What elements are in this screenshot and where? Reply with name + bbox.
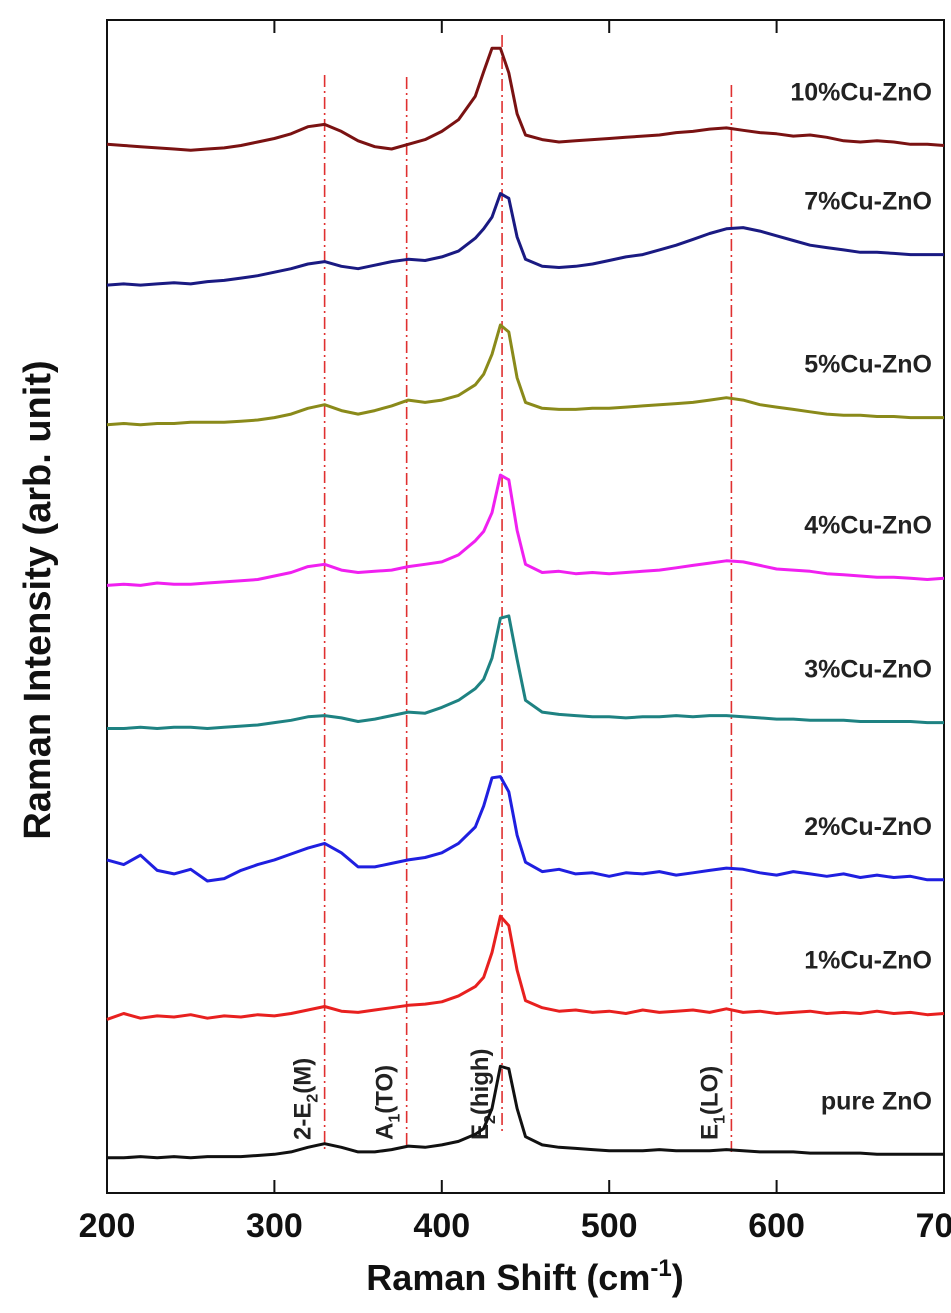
peak-annotation: A1(TO) [372, 1065, 404, 1140]
series-line [107, 1064, 944, 1160]
peak-annotation: E1(LO) [696, 1066, 728, 1140]
plot-frame [106, 19, 945, 1194]
x-tick-label: 200 [79, 1207, 136, 1245]
annotation-sub: 2 [482, 1115, 499, 1124]
series-line [106, 323, 944, 427]
series-label: 5%Cu-ZnO [804, 351, 932, 379]
x-axis-label-main: Raman Shift (cm [366, 1257, 650, 1298]
annotation-end: (LO) [696, 1066, 723, 1115]
annotation-end: (TO) [372, 1065, 399, 1114]
series-line [106, 473, 945, 587]
x-tick-label: 400 [413, 1207, 470, 1245]
annotation-sub: 1 [711, 1115, 728, 1124]
peak-annotation: 2-E2(M) [290, 1058, 322, 1140]
annotation-sub: 2 [305, 1094, 322, 1103]
series-line [106, 914, 945, 1021]
x-tick-label: 500 [581, 1207, 638, 1245]
series-label: 4%Cu-ZnO [804, 511, 932, 539]
series-label: pure ZnO [821, 1087, 932, 1115]
x-tick-label: 700 [916, 1207, 951, 1245]
x-axis-label-sup: -1 [650, 1255, 671, 1282]
series-line [106, 46, 945, 152]
x-axis-label: Raman Shift (cm-1) [366, 1255, 683, 1298]
annotation-main: 2-E [290, 1103, 317, 1140]
x-tick-label: 600 [748, 1207, 805, 1245]
series-label: 1%Cu-ZnO [804, 947, 932, 975]
annotation-main: A [372, 1123, 399, 1140]
peak-annotation: E2(high) [467, 1048, 499, 1140]
annotation-main: E [696, 1124, 723, 1140]
series-label: 10%Cu-ZnO [790, 79, 932, 107]
series-label: 3%Cu-ZnO [804, 656, 932, 684]
series-label: 2%Cu-ZnO [804, 813, 932, 841]
x-axis-label-end: ) [672, 1257, 684, 1298]
series-label: 7%Cu-ZnO [804, 188, 932, 216]
annotation-end: (M) [290, 1058, 317, 1094]
series-line [107, 614, 944, 730]
annotation-end: (high) [467, 1048, 494, 1115]
y-axis-label: Raman Intensity (arb. unit) [17, 360, 59, 839]
series-line [106, 192, 944, 287]
series-line [106, 775, 944, 883]
annotation-sub: 1 [387, 1114, 404, 1123]
x-tick-label: 300 [246, 1207, 303, 1245]
